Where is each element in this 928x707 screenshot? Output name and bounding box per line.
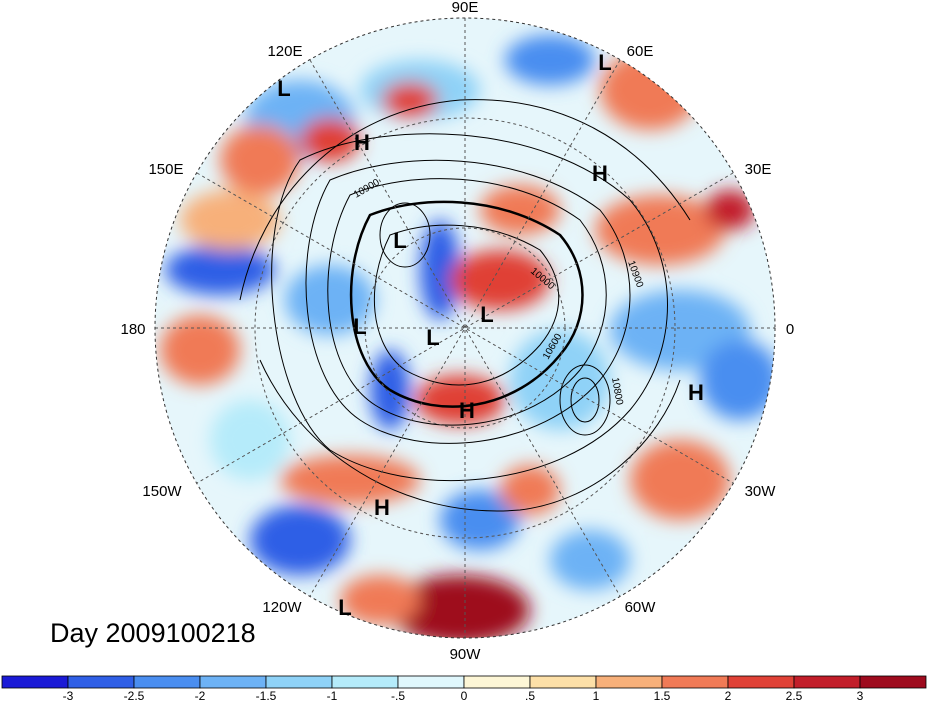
lon-label: 180 bbox=[120, 321, 145, 338]
lon-label: 150E bbox=[148, 161, 183, 178]
colorbar-swatch bbox=[397, 675, 465, 689]
colorbar: -3 -2.5 -2 -1.5 -1 -.5 0 .5 1 1.5 2 2.5 3 bbox=[1, 675, 927, 703]
colorbar-tick-label: -2 bbox=[195, 689, 206, 702]
lon-label: 0 bbox=[786, 321, 794, 338]
lon-label: 150W bbox=[142, 483, 182, 500]
colorbar-tick-label: 0 bbox=[461, 689, 468, 702]
colorbar-swatch bbox=[1, 675, 69, 689]
low-marker: L bbox=[353, 314, 366, 339]
colorbar-swatch bbox=[67, 675, 135, 689]
low-marker: L bbox=[598, 50, 611, 75]
colorbar-tick-label: 1 bbox=[593, 689, 600, 702]
lon-label: 90E bbox=[452, 0, 479, 16]
colorbar-tick-label: 2 bbox=[725, 689, 732, 702]
colorbar-swatch bbox=[199, 675, 267, 689]
colorbar-swatch bbox=[661, 675, 729, 689]
colorbar-swatch bbox=[529, 675, 597, 689]
lon-label: 30W bbox=[745, 483, 777, 500]
lon-label: 60E bbox=[627, 43, 654, 60]
colorbar-swatch bbox=[727, 675, 795, 689]
lon-label: 120W bbox=[262, 599, 302, 616]
colorbar-tick-label: -3 bbox=[63, 689, 74, 702]
colorbar-tick-label: 1.5 bbox=[654, 689, 671, 702]
colorbar-swatch bbox=[463, 675, 531, 689]
lon-label: 90W bbox=[450, 646, 482, 663]
colorbar-swatch bbox=[133, 675, 201, 689]
lon-label: 30E bbox=[745, 161, 772, 178]
colorbar-tick-label: -1 bbox=[327, 689, 338, 702]
high-marker: H bbox=[459, 398, 475, 423]
lon-label: 120E bbox=[267, 43, 302, 60]
colorbar-tick-label: 2.5 bbox=[786, 689, 803, 702]
colorbar-swatch bbox=[859, 675, 927, 689]
colorbar-swatch bbox=[595, 675, 663, 689]
lon-label: 60W bbox=[625, 599, 657, 616]
graticule bbox=[155, 18, 775, 638]
low-marker: L bbox=[393, 228, 406, 253]
low-marker: L bbox=[426, 325, 439, 350]
colorbar-tick-label: .5 bbox=[525, 689, 535, 702]
low-marker: L bbox=[480, 302, 493, 327]
pressure-system-markers: L L H H L L L L H H H L bbox=[277, 50, 704, 620]
low-marker: L bbox=[277, 76, 290, 101]
high-marker: H bbox=[592, 161, 608, 186]
colorbar-tick-label: 3 bbox=[857, 689, 864, 702]
colorbar-swatch bbox=[265, 675, 333, 689]
high-marker: H bbox=[354, 130, 370, 155]
day-label: Day 2009100218 bbox=[50, 618, 256, 648]
contour-label: 10800 bbox=[609, 377, 625, 407]
height-contours bbox=[239, 99, 691, 512]
high-marker: H bbox=[374, 495, 390, 520]
colorbar-tick-label: -2.5 bbox=[124, 689, 145, 702]
colorbar-swatch bbox=[793, 675, 861, 689]
low-marker: L bbox=[338, 595, 351, 620]
colorbar-tick-label: -.5 bbox=[391, 689, 405, 702]
high-marker: H bbox=[688, 380, 704, 405]
map-boundary bbox=[154, 17, 776, 639]
colorbar-swatch bbox=[331, 675, 399, 689]
colorbar-tick-label: -1.5 bbox=[256, 689, 277, 702]
longitude-labels: 90E 60E 30E 0 30W 60W 90W 120W 150W 180 … bbox=[120, 0, 794, 663]
